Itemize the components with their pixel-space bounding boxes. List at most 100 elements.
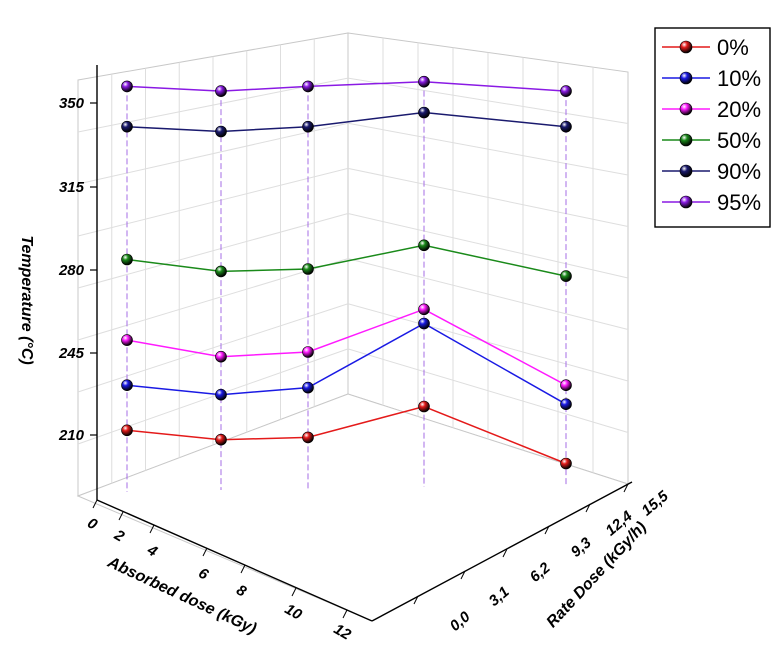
z-axis-title: Temperature (°C) [18, 235, 35, 364]
data-point [215, 265, 227, 278]
y-tick-label: 6,2 [527, 559, 554, 586]
data-point [121, 120, 133, 133]
data-point [302, 431, 314, 444]
z-tick-label: 210 [58, 427, 85, 444]
data-point [302, 80, 314, 93]
data-point [418, 303, 430, 316]
legend-marker [679, 164, 693, 178]
grid-line [347, 303, 629, 382]
series-90% [121, 106, 572, 138]
z-tick: 280 [58, 262, 97, 279]
data-point [418, 317, 430, 330]
drop-lines [126, 81, 567, 492]
legend: 0% 10% 20% 50% 90% 95% [654, 27, 771, 228]
data-point [121, 253, 133, 266]
grid-line [77, 213, 349, 289]
y-axis-title: Rate Dose (kGy/h) [543, 519, 649, 631]
x-tick-label: 0 [84, 515, 100, 534]
grid-line [347, 122, 629, 176]
y-tick: 3,1 [460, 570, 513, 610]
z-tick: 315 [59, 179, 97, 196]
legend-marker [679, 133, 693, 147]
legend-item: 10% [662, 66, 761, 91]
x-tick: 10 [282, 587, 306, 624]
grid-line [77, 258, 349, 341]
data-point [215, 85, 227, 97]
grid-line [77, 167, 349, 237]
legend-marker [679, 40, 693, 54]
series-10% [121, 317, 572, 411]
series-95% [121, 75, 572, 97]
y-axis-line [371, 481, 633, 622]
legend-marker [679, 195, 693, 209]
x-tick-label: 2 [111, 526, 128, 546]
x-tick-label: 6 [195, 565, 211, 584]
grid-line [77, 303, 349, 393]
x-tick: 12 [331, 609, 355, 644]
legend-label: 10% [717, 66, 761, 91]
series-layer [121, 75, 572, 470]
data-point [302, 346, 314, 358]
legend-box [654, 27, 771, 228]
z-ticks: 210 245 280 315 350 [58, 95, 97, 444]
y-tick-label: 0,0 [447, 608, 474, 635]
data-point [121, 424, 133, 437]
x-tick-label: 4 [144, 541, 161, 561]
grid-line [347, 213, 629, 279]
data-point [215, 388, 227, 401]
y-tick: 0,0 [413, 595, 474, 635]
y-tick-label: 9,3 [568, 534, 595, 561]
series-0% [121, 400, 572, 470]
y-tick: 6,2 [502, 548, 554, 586]
x-tick: 8 [233, 564, 250, 601]
grid-line [77, 122, 349, 185]
series-20% [121, 303, 572, 392]
legend-marker [679, 71, 693, 85]
series-50% [121, 239, 572, 282]
z-tick-label: 280 [58, 262, 85, 279]
z-tick: 245 [58, 345, 97, 362]
data-point [215, 350, 227, 363]
x-tick-label: 10 [282, 601, 306, 624]
legend-item: 95% [662, 190, 761, 215]
y-tick-label: 15,5 [638, 487, 672, 519]
x-tick-label: 8 [233, 582, 249, 601]
x-axis-line [96, 499, 373, 622]
data-point [418, 400, 430, 413]
legend-item: 50% [662, 128, 761, 153]
y-tick-label: 3,1 [486, 583, 513, 609]
data-point [418, 239, 430, 252]
x-tick: 6 [195, 547, 212, 584]
data-point [121, 379, 133, 392]
data-point [560, 85, 572, 97]
data-point [302, 263, 314, 275]
data-point [302, 120, 314, 133]
data-point [560, 120, 572, 133]
data-point [215, 433, 227, 446]
z-tick: 350 [59, 95, 97, 112]
data-point [121, 334, 133, 346]
z-tick-label: 315 [59, 179, 85, 196]
data-point [560, 270, 572, 282]
data-point [560, 457, 572, 470]
grid-line [347, 167, 629, 227]
x-tick: 2 [111, 511, 128, 546]
grid-line [347, 77, 629, 124]
legend-item: 0% [662, 35, 749, 60]
data-point [215, 125, 227, 138]
y-tick: 9,3 [544, 525, 595, 561]
legend-label: 20% [717, 97, 761, 122]
data-point [121, 80, 133, 93]
x-tick-label: 12 [331, 621, 355, 644]
data-point [418, 106, 430, 119]
grid-line [347, 348, 629, 433]
data-point [302, 381, 314, 394]
z-tick: 210 [58, 427, 97, 444]
grid [77, 37, 629, 484]
z-tick-label: 350 [59, 95, 85, 112]
data-point [560, 398, 572, 411]
legend-label: 95% [717, 190, 761, 215]
z-tick-label: 245 [58, 345, 85, 362]
y-tick: 15,5 [623, 483, 672, 519]
